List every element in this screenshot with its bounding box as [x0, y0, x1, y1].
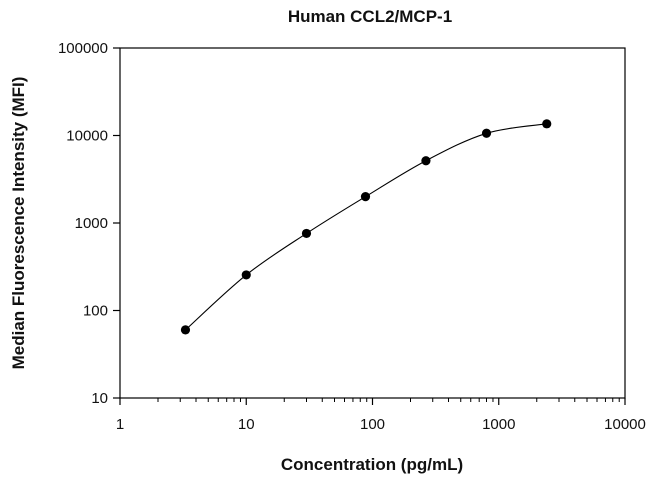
y-axis: 10 100 1000 10000 100000	[58, 40, 120, 407]
data-point	[542, 119, 552, 129]
y-axis-label: Median Fluorescence Intensity (MFI)	[9, 77, 28, 370]
data-point	[481, 128, 492, 138]
x-tick-label: 10	[238, 416, 255, 433]
data-point	[301, 228, 312, 239]
data-points	[180, 119, 552, 335]
plot-frame	[119, 47, 626, 399]
x-tick-label: 100	[360, 416, 385, 433]
data-point	[241, 270, 251, 280]
x-tick-label: 10000	[604, 416, 646, 433]
x-tick-label: 1	[116, 416, 124, 433]
y-tick-label: 10000	[66, 128, 108, 145]
y-tick-label: 1000	[75, 215, 108, 232]
x-axis: 1 10 100 1000 10000	[116, 398, 646, 433]
y-tick-label: 10	[91, 390, 108, 407]
fit-curve	[185, 123, 547, 331]
y-tick-label: 100000	[58, 40, 108, 57]
data-point	[360, 192, 371, 202]
y-tick-label: 100	[83, 303, 108, 320]
data-point	[180, 325, 191, 335]
x-axis-label: Concentration (pg/mL)	[281, 455, 463, 474]
data-point	[421, 156, 431, 166]
x-tick-label: 1000	[482, 416, 515, 433]
chart-title: Human CCL2/MCP-1	[288, 7, 452, 26]
